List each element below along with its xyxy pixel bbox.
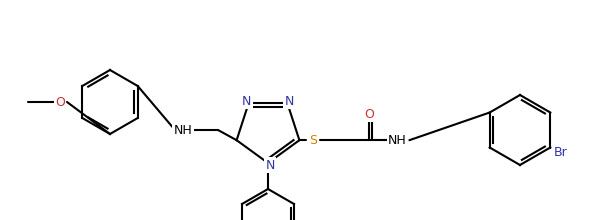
Text: NH: NH bbox=[388, 134, 407, 147]
Text: O: O bbox=[364, 108, 375, 121]
Text: N: N bbox=[285, 95, 294, 108]
Text: N: N bbox=[265, 158, 275, 172]
Text: Br: Br bbox=[553, 146, 567, 159]
Text: S: S bbox=[309, 134, 317, 147]
Text: O: O bbox=[55, 95, 65, 108]
Text: N: N bbox=[242, 95, 251, 108]
Text: NH: NH bbox=[174, 123, 192, 136]
